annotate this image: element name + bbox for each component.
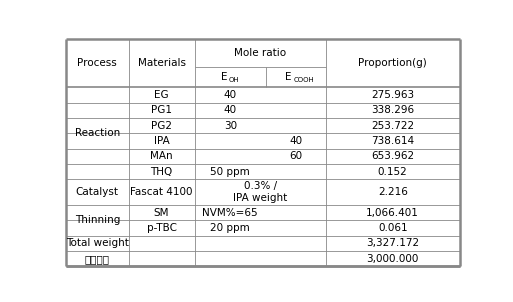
Text: PG1: PG1 xyxy=(151,105,172,115)
Text: 60: 60 xyxy=(289,151,303,161)
Text: Mole ratio: Mole ratio xyxy=(234,48,286,58)
Text: PG2: PG2 xyxy=(151,120,172,130)
Text: 3,000.000: 3,000.000 xyxy=(366,254,419,264)
Text: 30: 30 xyxy=(224,120,237,130)
Text: 40: 40 xyxy=(289,136,303,146)
Text: 738.614: 738.614 xyxy=(371,136,415,146)
Text: Proportion(g): Proportion(g) xyxy=(359,58,427,68)
Text: THQ: THQ xyxy=(150,166,173,177)
Text: Fascat 4100: Fascat 4100 xyxy=(130,187,193,197)
Text: 1,066.401: 1,066.401 xyxy=(366,208,419,218)
Text: 338.296: 338.296 xyxy=(371,105,415,115)
Text: E: E xyxy=(285,72,292,82)
Text: Process: Process xyxy=(77,58,117,68)
Text: 0.061: 0.061 xyxy=(378,223,407,233)
Text: EG: EG xyxy=(154,90,169,100)
Text: IPA: IPA xyxy=(154,136,169,146)
Text: 40: 40 xyxy=(224,105,237,115)
Text: SM: SM xyxy=(154,208,169,218)
Text: OH: OH xyxy=(229,77,240,83)
Text: Catalyst: Catalyst xyxy=(76,187,119,197)
Text: Materials: Materials xyxy=(137,58,186,68)
Text: 0.3% /
IPA weight: 0.3% / IPA weight xyxy=(233,182,287,203)
Text: 50 ppm: 50 ppm xyxy=(210,166,250,177)
Text: 253.722: 253.722 xyxy=(371,120,415,130)
Text: Total weight: Total weight xyxy=(66,239,129,249)
Text: NVM%=65: NVM%=65 xyxy=(203,208,258,218)
Text: COOH: COOH xyxy=(293,77,314,83)
Text: E: E xyxy=(222,72,228,82)
Text: p-TBC: p-TBC xyxy=(147,223,176,233)
Text: 20 ppm: 20 ppm xyxy=(210,223,250,233)
Text: Reaction: Reaction xyxy=(75,128,120,138)
Text: 3,327.172: 3,327.172 xyxy=(366,239,419,249)
Text: 0.152: 0.152 xyxy=(378,166,408,177)
Text: 실제품량: 실제품량 xyxy=(85,254,110,264)
Text: 2.216: 2.216 xyxy=(378,187,408,197)
Text: 40: 40 xyxy=(224,90,237,100)
Text: MAn: MAn xyxy=(150,151,173,161)
Text: 275.963: 275.963 xyxy=(371,90,415,100)
Text: Thinning: Thinning xyxy=(74,216,120,226)
Text: 653.962: 653.962 xyxy=(371,151,415,161)
